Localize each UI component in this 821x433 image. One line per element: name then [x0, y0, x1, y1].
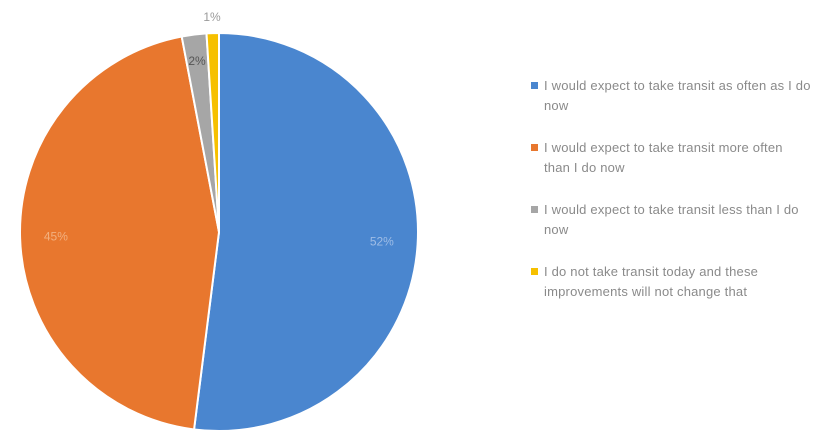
legend-label-same: I would expect to take transit as often … [544, 78, 811, 113]
pie-slice-more [19, 35, 221, 431]
legend-swatch-more [531, 144, 538, 151]
legend-swatch-less [531, 206, 538, 213]
pie-slices [19, 31, 419, 432]
legend-swatch-none [531, 268, 538, 275]
data-label-less: 2% [188, 54, 206, 68]
legend-swatch-same [531, 82, 538, 89]
data-label-none: 1% [203, 10, 221, 24]
legend-label-none: I do not take transit today and these im… [544, 264, 759, 299]
legend: I would expect to take transit as often … [531, 76, 811, 324]
legend-item-same: I would expect to take transit as often … [531, 76, 811, 116]
data-label-more: 45% [44, 229, 68, 243]
legend-item-none: I do not take transit today and these im… [531, 262, 811, 302]
pie-slice-none [205, 31, 220, 233]
legend-item-more: I would expect to take transit more ofte… [531, 138, 811, 178]
pie-data-labels: 52% 45% 2% 1% [44, 10, 394, 248]
data-label-same: 52% [370, 234, 394, 248]
pie-slice-same [192, 31, 419, 432]
legend-label-less: I would expect to take transit less than… [544, 202, 799, 237]
legend-item-less: I would expect to take transit less than… [531, 200, 811, 240]
legend-label-more: I would expect to take transit more ofte… [544, 140, 783, 175]
